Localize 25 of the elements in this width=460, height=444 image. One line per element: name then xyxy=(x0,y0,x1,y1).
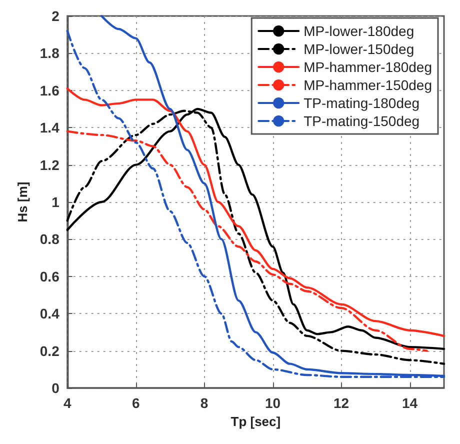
y-tick-label: 2 xyxy=(52,8,60,24)
x-tick-label: 12 xyxy=(333,395,350,411)
y-tick-label: 0.2 xyxy=(40,342,60,359)
legend-label: TP-mating-150deg xyxy=(304,113,420,129)
y-tick-label: 1.8 xyxy=(40,45,60,62)
x-tick-label: 10 xyxy=(265,395,281,411)
x-tick-label: 6 xyxy=(132,395,140,411)
legend-label: MP-hammer-150deg xyxy=(304,77,432,93)
legend-label: TP-mating-180deg xyxy=(304,95,420,111)
y-tick-label: 0.4 xyxy=(40,306,60,322)
y-tick-label: 1.6 xyxy=(40,82,60,98)
y-axis-title: Hs [m] xyxy=(15,182,30,222)
legend-label: MP-lower-180deg xyxy=(304,23,414,39)
x-tick-label: 8 xyxy=(200,395,208,411)
x-tick-label: 4 xyxy=(63,395,72,411)
legend-label: MP-lower-150deg xyxy=(304,41,414,57)
y-tick-label: 0 xyxy=(52,380,60,396)
x-axis-title: Tp [sec] xyxy=(230,414,281,429)
y-tick-label: 0.8 xyxy=(40,231,60,248)
y-tick-label: 1.2 xyxy=(40,156,60,173)
legend-label: MP-hammer-180deg xyxy=(304,59,432,75)
x-tick-label: 14 xyxy=(402,395,418,411)
y-tick-label: 1 xyxy=(52,194,60,210)
y-tick-label: 1.4 xyxy=(40,120,60,136)
y-tick-label: 0.6 xyxy=(40,268,60,284)
